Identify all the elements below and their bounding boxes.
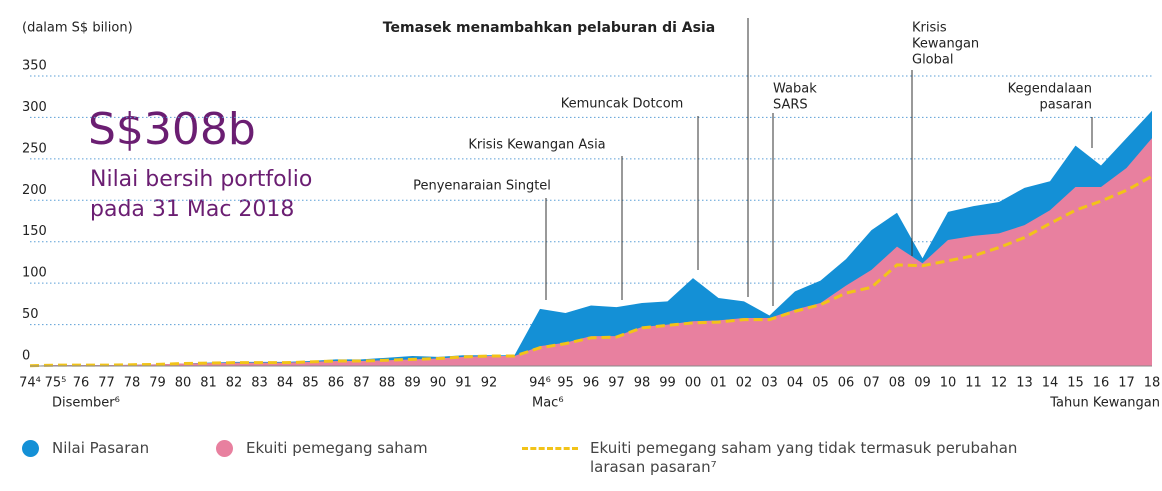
x-tick-label: 77 — [98, 376, 115, 391]
x-tick-label: 94⁶ — [529, 376, 551, 391]
annotation: SARS — [773, 98, 808, 113]
x-tick-label: 06 — [838, 376, 855, 391]
annotation: Kemuncak Dotcom — [561, 97, 684, 112]
x-tick-label: 90 — [430, 376, 447, 391]
y-tick-label: 50 — [22, 307, 39, 322]
annotation: Kegendalaan — [1008, 82, 1092, 97]
y-axis-label: (dalam S$ bilion) — [22, 21, 133, 36]
x-tick-label: 10 — [940, 376, 957, 391]
x-axis-label: Tahun Kewangan — [1049, 396, 1160, 411]
headline-sub: Nilai bersih portfolio — [90, 167, 312, 192]
x-tick-label: 02 — [736, 376, 753, 391]
x-tick-label: 08 — [889, 376, 906, 391]
chart-title: Temasek menambahkan pelaburan di Asia — [383, 20, 715, 36]
x-tick-label: 01 — [710, 376, 727, 391]
annotation: Global — [912, 53, 953, 68]
x-tick-label: 84 — [277, 376, 294, 391]
x-tick-label: 99 — [659, 376, 676, 391]
x-tick-label: 74⁴ — [19, 376, 41, 391]
x-tick-label: 15 — [1067, 376, 1084, 391]
annotation: Wabak — [773, 82, 817, 97]
y-tick-label: 200 — [22, 183, 47, 198]
line — [29, 174, 1153, 368]
x-tick-label: 97 — [608, 376, 625, 391]
x-tick-label: 75⁵ — [45, 376, 67, 391]
x-tick-label: 95 — [557, 376, 574, 391]
x-tick-label: 80 — [175, 376, 192, 391]
annotation: pasaran — [1039, 98, 1092, 113]
x-tick-label: 03 — [761, 376, 778, 391]
x-tick-label: 18 — [1144, 376, 1161, 391]
x-tick-label: 11 — [965, 376, 982, 391]
x-tick-label: 83 — [251, 376, 268, 391]
x-tick-label: 89 — [404, 376, 421, 391]
headline: S$308b — [88, 104, 256, 155]
x-note: Disember⁶ — [52, 396, 120, 411]
x-tick-label: 98 — [634, 376, 651, 391]
x-tick-label: 81 — [200, 376, 217, 391]
x-tick-label: 91 — [455, 376, 472, 391]
annotation: Krisis Kewangan Asia — [468, 138, 605, 153]
x-tick-label: 07 — [863, 376, 880, 391]
x-tick-label: 79 — [149, 376, 166, 391]
y-tick-label: 350 — [22, 59, 47, 74]
headline-sub: pada 31 Mac 2018 — [90, 197, 294, 222]
x-tick-label: 14 — [1042, 376, 1059, 391]
x-tick-label: 76 — [73, 376, 90, 391]
x-tick-label: 05 — [812, 376, 829, 391]
x-tick-label: 78 — [124, 376, 141, 391]
y-tick-label: 150 — [22, 224, 47, 239]
x-tick-label: 09 — [914, 376, 931, 391]
x-tick-label: 00 — [685, 376, 702, 391]
y-tick-label: 0 — [22, 349, 30, 364]
annotation: Penyenaraian Singtel — [413, 179, 551, 194]
x-tick-label: 96 — [583, 376, 600, 391]
x-tick-label: 16 — [1093, 376, 1110, 391]
x-tick-label: 87 — [353, 376, 370, 391]
annotation: Krisis — [912, 21, 947, 36]
x-tick-label: 88 — [379, 376, 396, 391]
y-tick-label: 100 — [22, 266, 47, 281]
x-tick-label: 04 — [787, 376, 804, 391]
y-tick-label: 250 — [22, 141, 47, 156]
x-tick-label: 92 — [481, 376, 498, 391]
x-tick-label: 85 — [302, 376, 319, 391]
x-tick-label: 13 — [1016, 376, 1033, 391]
x-tick-label: 82 — [226, 376, 243, 391]
annotation: Kewangan — [912, 37, 979, 52]
x-tick-label: 12 — [991, 376, 1008, 391]
x-tick-label: 17 — [1118, 376, 1135, 391]
area — [30, 138, 1152, 366]
x-note: Mac⁶ — [532, 396, 564, 411]
x-tick-label: 86 — [328, 376, 345, 391]
y-tick-label: 300 — [22, 100, 47, 115]
